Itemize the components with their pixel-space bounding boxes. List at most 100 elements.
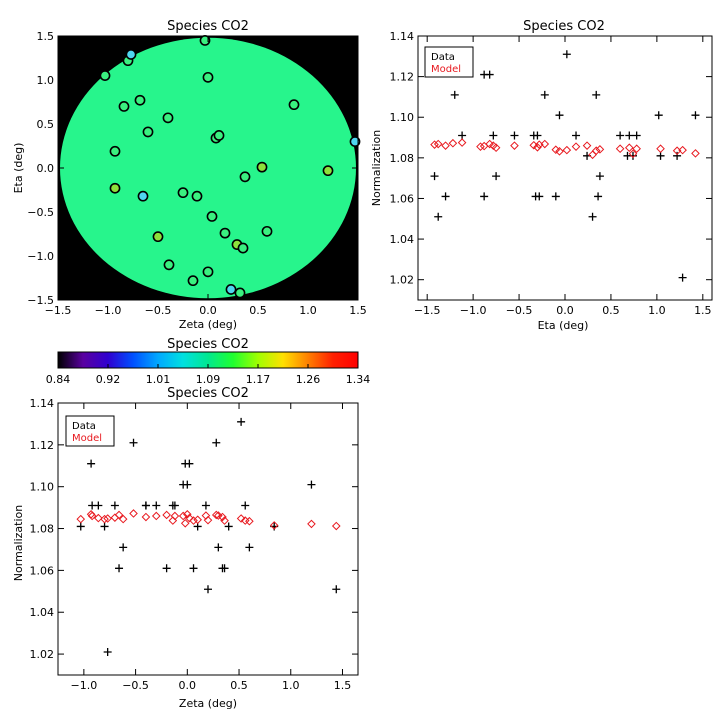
data-point (245, 543, 254, 552)
map-point (349, 136, 361, 147)
zeta-ylabel: Normalization (12, 505, 25, 581)
data-point (562, 50, 571, 59)
colorbar-ticks: 0.84 0.92 1.01 1.09 1.17 1.26 1.34 (46, 364, 371, 386)
colorbar-tick-label: 1.26 (296, 373, 321, 386)
model-point (628, 149, 638, 159)
data-point (673, 151, 682, 160)
colorbar-tick-label: 1.17 (246, 373, 271, 386)
y-tick-label: 1.14 (390, 30, 415, 43)
model-point (180, 519, 190, 528)
colorbar-tick-label: 1.34 (346, 373, 371, 386)
zeta-x-axis: −1.0 −0.5 0.0 0.5 1.0 1.5 (71, 403, 351, 692)
map-point (162, 112, 174, 124)
model-point (571, 142, 581, 151)
model-point (170, 511, 180, 521)
data-point (220, 564, 229, 573)
model-point (591, 146, 601, 156)
x-tick-label: 1.0 (648, 304, 666, 317)
model-point (672, 146, 682, 156)
model-point (162, 510, 171, 520)
eta-legend-box (424, 46, 474, 78)
model-point (76, 514, 86, 524)
data-point (332, 585, 341, 594)
map-point (234, 287, 246, 299)
model-point (151, 511, 161, 521)
model-point (433, 139, 443, 149)
x-tick-label: −1.5 (45, 304, 72, 317)
data-point (480, 192, 489, 201)
x-tick-label: 0.0 (199, 304, 217, 317)
model-point (331, 521, 341, 531)
data-point (119, 543, 128, 552)
data-point (241, 501, 250, 510)
model-point (114, 510, 124, 520)
zeta-y-axis: 1.02 1.04 1.06 1.08 1.10 1.12 1.14 (30, 397, 358, 661)
map-point (118, 101, 130, 112)
model-point (245, 516, 254, 526)
model-point (476, 142, 485, 151)
data-point (189, 564, 198, 573)
map-point (202, 71, 214, 83)
model-point (178, 511, 188, 521)
data-point (115, 564, 124, 573)
map-y-axis: −1.5 −1.0 −0.5 0.0 0.5 1.0 1.5 (27, 30, 358, 307)
y-tick-label: −1.0 (27, 250, 54, 263)
zeta-panel: Species CO2 Normalization Zeta (deg) −1.… (12, 386, 359, 710)
eta-x-axis: −1.5 −1.0 −0.5 0.0 0.5 1.0 1.5 (414, 36, 712, 317)
data-point (214, 543, 223, 552)
x-tick-label: −0.5 (122, 679, 149, 692)
eta-legend-model: Model (431, 64, 461, 75)
x-tick-label: 0.0 (179, 679, 197, 692)
data-point (87, 459, 96, 468)
model-point (691, 149, 700, 158)
data-point (441, 192, 450, 201)
zeta-legend: Data Model (65, 415, 115, 447)
x-tick-label: −1.0 (460, 304, 487, 317)
model-point (441, 141, 450, 150)
map-point (322, 165, 334, 177)
map-point (237, 242, 249, 254)
y-tick-label: 1.12 (30, 439, 55, 452)
data-point (103, 647, 112, 656)
model-point (307, 519, 316, 529)
map-point (288, 99, 300, 111)
data-point (307, 480, 316, 489)
model-point (118, 514, 128, 524)
y-tick-label: 1.0 (37, 74, 55, 87)
zeta-legend-model: Model (72, 433, 102, 444)
x-tick-label: 0.5 (230, 679, 248, 692)
y-tick-label: 0.0 (37, 162, 55, 175)
colorbar-tick-label: 1.01 (146, 373, 171, 386)
model-point (625, 143, 634, 152)
map-ylabel: Eta (deg) (12, 143, 25, 194)
x-tick-label: −0.5 (506, 304, 533, 317)
data-point (430, 172, 439, 181)
model-point (103, 514, 112, 523)
eta-xlabel: Eta (deg) (538, 319, 589, 332)
model-point (595, 145, 605, 154)
eta-legend: Data Model (424, 46, 474, 78)
data-point (489, 131, 498, 140)
map-field (60, 37, 356, 299)
eta-y-axis: 1.02 1.04 1.06 1.08 1.10 1.12 1.14 (390, 30, 712, 287)
zeta-marks (76, 417, 341, 656)
colorbar-panel: Species CO2 0.84 0.92 1.01 1.09 1.17 1.26 1.34 (46, 337, 371, 386)
colorbar-tick-label: 0.84 (46, 373, 71, 386)
y-tick-label: 1.12 (390, 71, 415, 84)
data-point (76, 522, 85, 531)
data-point (450, 90, 459, 99)
y-tick-label: 1.06 (30, 564, 55, 577)
x-tick-label: 0.5 (602, 304, 620, 317)
data-point (237, 417, 246, 426)
data-point (588, 212, 597, 221)
y-tick-label: −1.5 (27, 294, 54, 307)
data-point (170, 501, 179, 510)
model-point (510, 141, 519, 150)
model-point (100, 514, 109, 524)
eta-legend-data: Data (431, 52, 455, 63)
zeta-legend-box (65, 415, 115, 447)
data-point (592, 90, 601, 99)
map-point (225, 284, 237, 295)
eta-panel: Species CO2 Normalization Eta (deg) −1.5… (370, 19, 713, 332)
y-tick-label: 1.10 (390, 111, 415, 124)
